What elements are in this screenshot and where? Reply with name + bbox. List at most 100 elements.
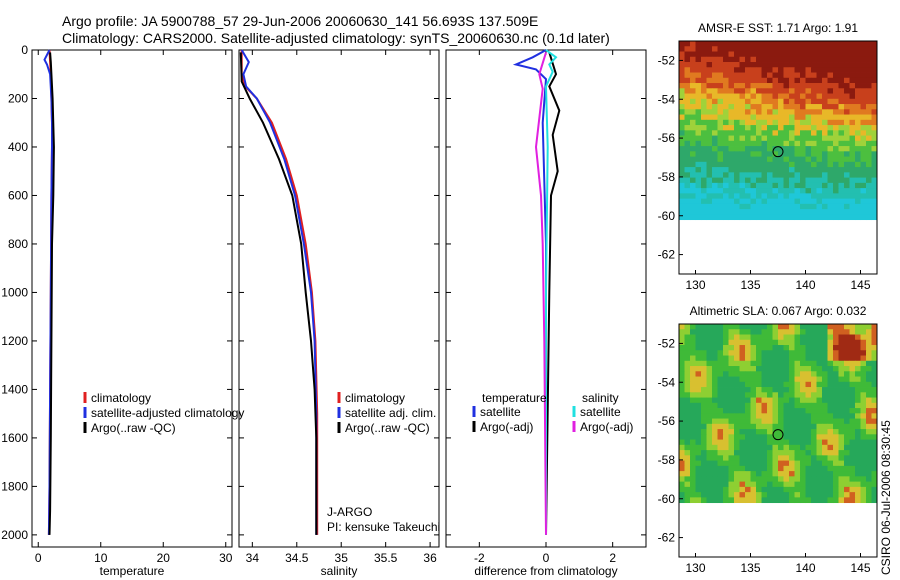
heatmap-cell <box>772 334 779 341</box>
heatmap-cell <box>756 339 762 346</box>
heatmap-cell <box>789 465 795 472</box>
heatmap-cell <box>745 460 751 467</box>
heatmap-cell <box>723 381 729 388</box>
heatmap-cell <box>822 72 828 79</box>
heatmap-cell <box>690 481 696 488</box>
heatmap-cell <box>767 67 773 73</box>
heatmap-cell <box>866 334 872 341</box>
heatmap-cell <box>838 93 845 100</box>
heatmap-cell <box>833 339 839 346</box>
heatmap-cell <box>706 198 713 205</box>
heatmap-cell <box>690 497 696 504</box>
heatmap-cell <box>849 209 856 215</box>
heatmap-cell <box>772 497 779 504</box>
heatmap-cell <box>849 492 856 498</box>
heatmap-cell <box>789 177 795 184</box>
heatmap-cell <box>783 376 790 383</box>
heatmap-cell <box>712 156 718 163</box>
heatmap-cell <box>717 402 724 409</box>
heatmap-cell <box>739 350 746 356</box>
heatmap-cell <box>706 167 713 173</box>
heatmap-cell <box>695 334 702 341</box>
heatmap-cell <box>695 151 702 157</box>
heatmap-cell <box>734 125 740 131</box>
heatmap-cell <box>778 72 784 79</box>
heatmap-cell <box>849 418 856 425</box>
heatmap-cell <box>706 392 713 398</box>
heatmap-cell <box>767 125 773 131</box>
heatmap-cell <box>739 140 746 147</box>
heatmap-cell <box>767 172 773 178</box>
heatmap-cell <box>849 214 856 221</box>
heatmap-cell <box>756 77 762 84</box>
heatmap-cell <box>822 140 828 147</box>
heatmap-cell <box>723 167 729 173</box>
heatmap-cell <box>833 334 839 341</box>
heatmap-cell <box>712 41 718 47</box>
heatmap-cell <box>767 198 773 205</box>
heatmap-cell <box>723 172 729 178</box>
heatmap-cell <box>855 167 861 173</box>
heatmap-cell <box>827 465 834 472</box>
heatmap-cell <box>849 471 856 477</box>
heatmap-cell <box>772 56 779 63</box>
heatmap-cell <box>778 450 784 456</box>
heatmap-cell <box>690 486 696 493</box>
heatmap-cell <box>794 104 801 110</box>
heatmap-cell <box>838 497 845 504</box>
heatmap-cell <box>778 109 784 115</box>
heatmap-cell <box>816 41 823 47</box>
heatmap-cell <box>838 387 845 393</box>
heatmap-cell <box>838 434 845 440</box>
heatmap-cell <box>712 135 718 142</box>
heatmap-cell <box>717 434 724 440</box>
header-line-2: Climatology: CARS2000. Satellite-adjuste… <box>62 30 610 46</box>
heatmap-cell <box>844 476 850 483</box>
heatmap-cell <box>690 381 696 388</box>
heatmap-cell <box>855 366 861 372</box>
heatmap-cell <box>805 62 812 68</box>
heatmap-cell <box>805 167 812 173</box>
heatmap-cell <box>855 177 861 184</box>
heatmap-cell <box>712 397 718 404</box>
heatmap-cell <box>739 471 746 477</box>
heatmap-cell <box>800 193 806 200</box>
heatmap-cell <box>822 486 828 493</box>
heatmap-cell <box>734 423 740 430</box>
heatmap-cell <box>728 83 735 89</box>
heatmap-cell <box>761 214 768 221</box>
heatmap-cell <box>723 67 729 73</box>
heatmap-cell <box>690 460 696 467</box>
heatmap-cell <box>750 135 757 142</box>
heatmap-cell <box>701 434 707 440</box>
heatmap-cell <box>739 209 746 215</box>
heatmap-cell <box>833 177 839 184</box>
heatmap-cell <box>794 397 801 404</box>
heatmap-cell <box>761 56 768 63</box>
heatmap-cell <box>706 371 713 377</box>
heatmap-cell <box>723 119 729 126</box>
heatmap-cell <box>739 381 746 388</box>
heatmap-cell <box>701 339 707 346</box>
heatmap-cell <box>822 450 828 456</box>
heatmap-cell <box>745 329 751 335</box>
heatmap-cell <box>855 376 861 383</box>
heatmap-cell <box>871 151 878 157</box>
heatmap-cell <box>833 418 839 425</box>
heatmap-cell <box>783 67 790 73</box>
heatmap-cell <box>800 334 806 341</box>
heatmap-cell <box>789 408 795 414</box>
heatmap-cell <box>871 444 878 451</box>
heatmap-cell <box>811 408 817 414</box>
heatmap-cell <box>723 93 729 100</box>
heatmap-cell <box>849 350 856 356</box>
heatmap-cell <box>712 471 718 477</box>
heatmap-cell <box>794 492 801 498</box>
heatmap-cell <box>866 41 872 47</box>
heatmap-cell <box>712 193 718 200</box>
heatmap-cell <box>822 465 828 472</box>
heatmap-cell <box>783 434 790 440</box>
heatmap-cell <box>849 366 856 372</box>
heatmap-cell <box>822 51 828 58</box>
heatmap-cell <box>849 72 856 79</box>
